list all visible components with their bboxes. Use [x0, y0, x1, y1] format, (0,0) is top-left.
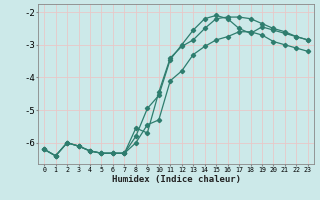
X-axis label: Humidex (Indice chaleur): Humidex (Indice chaleur) — [111, 175, 241, 184]
